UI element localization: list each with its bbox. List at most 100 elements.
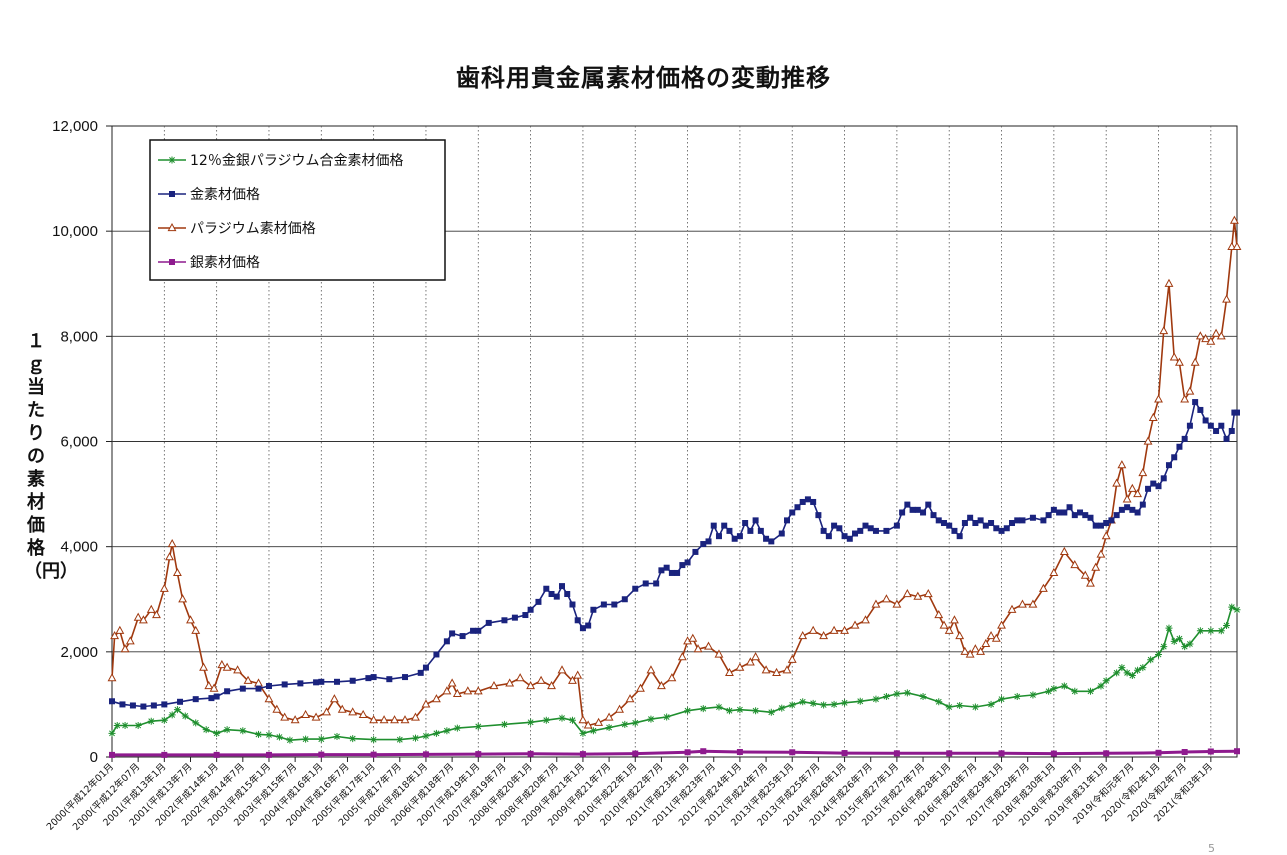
data-point <box>1232 241 1242 251</box>
data-point <box>204 680 214 690</box>
data-point <box>417 669 424 676</box>
data-point <box>1228 427 1235 434</box>
data-point <box>317 735 325 743</box>
legend-box <box>149 139 446 281</box>
data-point <box>935 698 943 706</box>
data-point <box>955 631 965 640</box>
data-point <box>1018 599 1027 608</box>
data-point <box>1128 671 1136 679</box>
data-point <box>568 675 577 684</box>
data-point <box>115 625 125 634</box>
data-point <box>583 720 593 729</box>
data-point <box>161 751 168 758</box>
data-point <box>836 525 843 532</box>
data-point <box>840 625 850 634</box>
data-point <box>752 517 759 524</box>
data-point <box>133 612 143 621</box>
data-point <box>1013 693 1021 701</box>
data-point <box>987 700 995 708</box>
data-point <box>946 522 953 529</box>
data-point <box>134 721 142 729</box>
data-point <box>976 646 986 655</box>
data-point <box>982 522 989 529</box>
data-point <box>224 688 231 695</box>
data-point <box>264 694 274 703</box>
data-point <box>956 701 964 709</box>
data-point <box>474 723 482 731</box>
data-point <box>1147 656 1155 664</box>
data-point <box>920 509 927 516</box>
data-point <box>192 719 200 727</box>
data-point <box>485 619 492 626</box>
data-point <box>573 670 583 679</box>
data-point <box>1223 622 1231 630</box>
data-point <box>605 724 613 732</box>
data-point <box>1050 750 1057 757</box>
data-point <box>160 716 168 724</box>
data-point <box>589 727 597 735</box>
data-point <box>700 541 707 548</box>
data-point <box>369 715 379 724</box>
data-point <box>909 506 916 513</box>
data-point <box>761 665 771 674</box>
data-point <box>453 724 461 732</box>
data-point <box>1186 422 1193 429</box>
data-point <box>301 709 311 719</box>
data-point <box>1143 436 1153 445</box>
data-point <box>988 520 995 527</box>
data-point <box>1101 531 1111 540</box>
data-point <box>527 606 534 613</box>
data-point <box>1056 509 1063 516</box>
page-number: 5 <box>1208 842 1215 855</box>
data-point <box>1160 643 1168 651</box>
data-point <box>286 736 294 744</box>
data-point <box>1124 504 1131 511</box>
data-point <box>940 520 947 527</box>
data-point <box>318 678 325 685</box>
data-point <box>569 601 576 608</box>
data-point <box>902 588 912 598</box>
data-point <box>647 715 655 723</box>
data-point <box>745 657 755 666</box>
data-point <box>202 726 210 734</box>
data-point <box>213 729 221 737</box>
data-point <box>787 654 797 663</box>
data-point <box>535 598 542 605</box>
data-point <box>945 703 953 711</box>
data-point <box>710 522 717 529</box>
data-point <box>475 627 482 634</box>
data-point <box>935 517 942 524</box>
data-point <box>1190 357 1200 366</box>
data-point <box>804 496 811 503</box>
data-point <box>349 735 357 743</box>
data-point <box>1096 549 1106 558</box>
y-tick-label: 12,000 <box>52 118 98 135</box>
data-point <box>594 717 604 726</box>
data-point <box>1122 494 1132 503</box>
data-point <box>705 538 712 545</box>
data-point <box>778 530 785 537</box>
data-point <box>557 665 567 674</box>
data-point <box>735 662 745 671</box>
data-point <box>125 636 135 645</box>
data-point <box>1108 517 1115 524</box>
y-tick-label: 2,000 <box>60 644 98 661</box>
data-point <box>318 751 325 758</box>
data-point <box>191 625 201 634</box>
data-point <box>991 633 1001 642</box>
data-point <box>442 686 452 695</box>
data-point <box>402 674 409 681</box>
data-point <box>736 749 743 756</box>
legend-label: パラジウム素材価格 <box>190 221 316 237</box>
data-point <box>527 718 535 726</box>
data-point <box>1091 562 1101 571</box>
data-point <box>431 694 441 703</box>
data-point <box>1123 669 1131 677</box>
data-point <box>731 535 738 542</box>
data-point <box>820 701 828 709</box>
data-point <box>1227 241 1237 251</box>
data-point <box>1181 643 1189 651</box>
data-point <box>677 652 687 661</box>
data-point <box>138 615 148 624</box>
data-point <box>763 535 770 542</box>
